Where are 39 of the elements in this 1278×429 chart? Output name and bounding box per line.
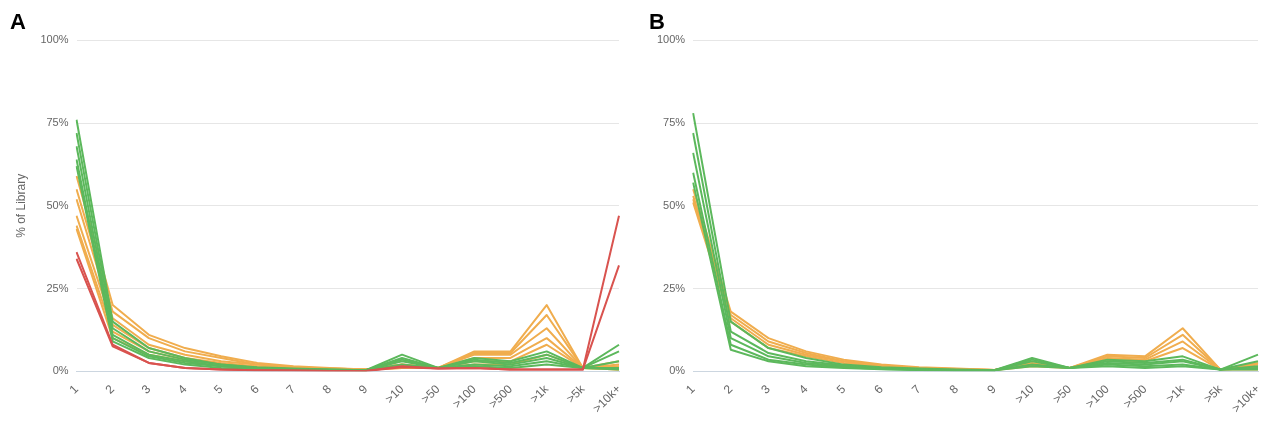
x-tick-label: 4: [174, 381, 190, 397]
x-tick-label: 2: [720, 381, 736, 397]
chart-title: A: [10, 9, 26, 35]
x-tick-label: >5k: [563, 381, 588, 406]
x-tick-label: 4: [795, 381, 811, 397]
chart-title: B: [649, 9, 665, 35]
x-tick-label: 5: [211, 381, 226, 397]
x-tick-label: 9: [355, 381, 371, 397]
x-tick-label: 3: [758, 381, 774, 397]
x-tick-label: >50: [418, 381, 443, 407]
y-tick-label: 50%: [46, 198, 69, 211]
x-tick-label: 8: [319, 381, 335, 397]
y-tick-label: 0%: [669, 364, 686, 377]
x-tick-label: 9: [984, 381, 1000, 397]
x-tick-label: 1: [66, 381, 82, 397]
y-tick-label: 0%: [52, 364, 69, 377]
x-tick-label: 6: [247, 381, 263, 397]
x-tick-label: >1k: [1163, 381, 1188, 406]
x-tick-label: 8: [946, 381, 962, 397]
x-tick-label: 6: [871, 381, 887, 397]
x-tick-label: 5: [833, 381, 849, 397]
x-tick-label: 2: [102, 381, 118, 397]
y-tick-label: 25%: [663, 281, 686, 294]
x-tick-label: >5k: [1200, 381, 1226, 406]
x-tick-label: >1k: [527, 381, 552, 406]
x-tick-label: 1: [682, 381, 698, 397]
y-tick-label: 75%: [663, 116, 686, 129]
x-tick-label: >50: [1049, 381, 1075, 407]
x-tick-label: 7: [908, 381, 924, 397]
y-axis-title: % of Library: [13, 173, 28, 238]
y-tick-label: 50%: [663, 198, 686, 211]
x-tick-label: >10: [382, 381, 407, 407]
x-tick-label: 3: [138, 381, 154, 397]
y-tick-label: 75%: [46, 116, 69, 129]
y-tick-label: 100%: [40, 33, 69, 46]
y-tick-label: 100%: [656, 33, 686, 46]
y-tick-label: 25%: [46, 281, 69, 294]
x-tick-label: >10: [1012, 381, 1037, 407]
x-tick-label: 7: [283, 381, 299, 397]
